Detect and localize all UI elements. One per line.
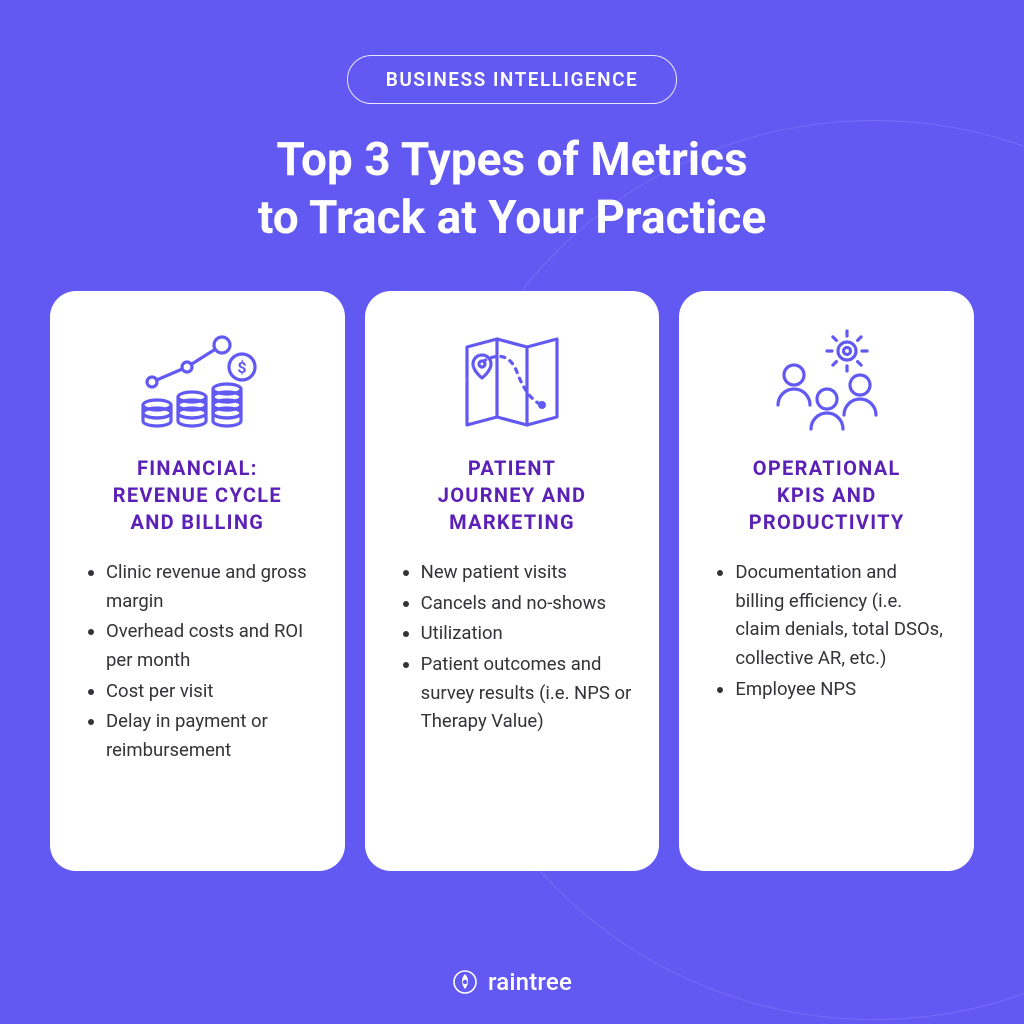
list-item: Cost per visit: [106, 677, 317, 706]
cards-row: $ FINANCIAL: REVENUE CYCLE AND BILLING C…: [50, 291, 974, 871]
list-item: Utilization: [421, 619, 632, 648]
card-heading: OPERATIONAL KPIS AND PRODUCTIVITY: [749, 455, 905, 536]
card-patient-journey: PATIENT JOURNEY AND MARKETING New patien…: [365, 291, 660, 871]
card-bullets: Documentation and billing efficiency (i.…: [707, 558, 946, 705]
list-item: Delay in payment or reimbursement: [106, 707, 317, 764]
card-bullets: New patient visits Cancels and no-shows …: [393, 558, 632, 738]
list-item: Employee NPS: [735, 675, 946, 704]
journey-map-icon: [447, 327, 577, 437]
footer-brand: raintree: [488, 968, 572, 996]
infographic-page: BUSINESS INTELLIGENCE Top 3 Types of Met…: [0, 0, 1024, 1024]
list-item: Cancels and no-shows: [421, 589, 632, 618]
raintree-logo-icon: [452, 969, 478, 995]
list-item: New patient visits: [421, 558, 632, 587]
footer: raintree: [0, 968, 1024, 996]
page-title: Top 3 Types of Metrics to Track at Your …: [258, 132, 766, 247]
card-heading: PATIENT JOURNEY AND MARKETING: [438, 455, 587, 536]
list-item: Patient outcomes and survey results (i.e…: [421, 650, 632, 736]
list-item: Clinic revenue and gross margin: [106, 558, 317, 615]
coins-growth-icon: $: [132, 327, 262, 437]
svg-text:$: $: [238, 358, 247, 377]
team-gear-icon: [762, 327, 892, 437]
card-operational: OPERATIONAL KPIS AND PRODUCTIVITY Docume…: [679, 291, 974, 871]
card-bullets: Clinic revenue and gross margin Overhead…: [78, 558, 317, 767]
card-heading: FINANCIAL: REVENUE CYCLE AND BILLING: [113, 455, 282, 536]
category-pill: BUSINESS INTELLIGENCE: [347, 55, 677, 104]
card-financial: $ FINANCIAL: REVENUE CYCLE AND BILLING C…: [50, 291, 345, 871]
list-item: Documentation and billing efficiency (i.…: [735, 558, 946, 673]
list-item: Overhead costs and ROI per month: [106, 617, 317, 674]
